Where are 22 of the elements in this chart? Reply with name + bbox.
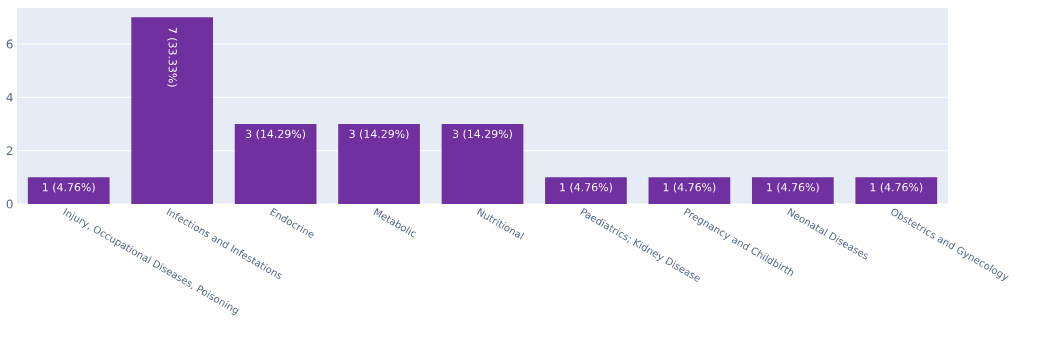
bar [131,17,214,204]
bar [751,177,834,204]
data-label: 1 (4.76%) [560,182,612,193]
y-tick-label: 2 [6,146,13,156]
data-label: 1 (4.76%) [43,182,95,193]
bar [441,124,524,204]
data-label: 3 (14.29%) [452,129,512,140]
bar [338,124,420,204]
bar [648,177,731,204]
data-label: 1 (4.76%) [663,182,716,193]
data-label: 1 (4.76%) [767,182,819,193]
y-tick-label: 0 [6,199,13,209]
data-label: 3 (14.29%) [349,129,409,140]
bar [27,177,110,204]
bar [855,177,938,204]
data-label: 7 (33.33%) [167,27,178,87]
y-tick-label: 6 [6,39,13,49]
y-tick-label: 4 [6,92,13,102]
bar [234,124,317,204]
data-label: 3 (14.29%) [246,129,306,140]
data-label: 1 (4.76%) [870,182,923,193]
bar [545,177,627,204]
